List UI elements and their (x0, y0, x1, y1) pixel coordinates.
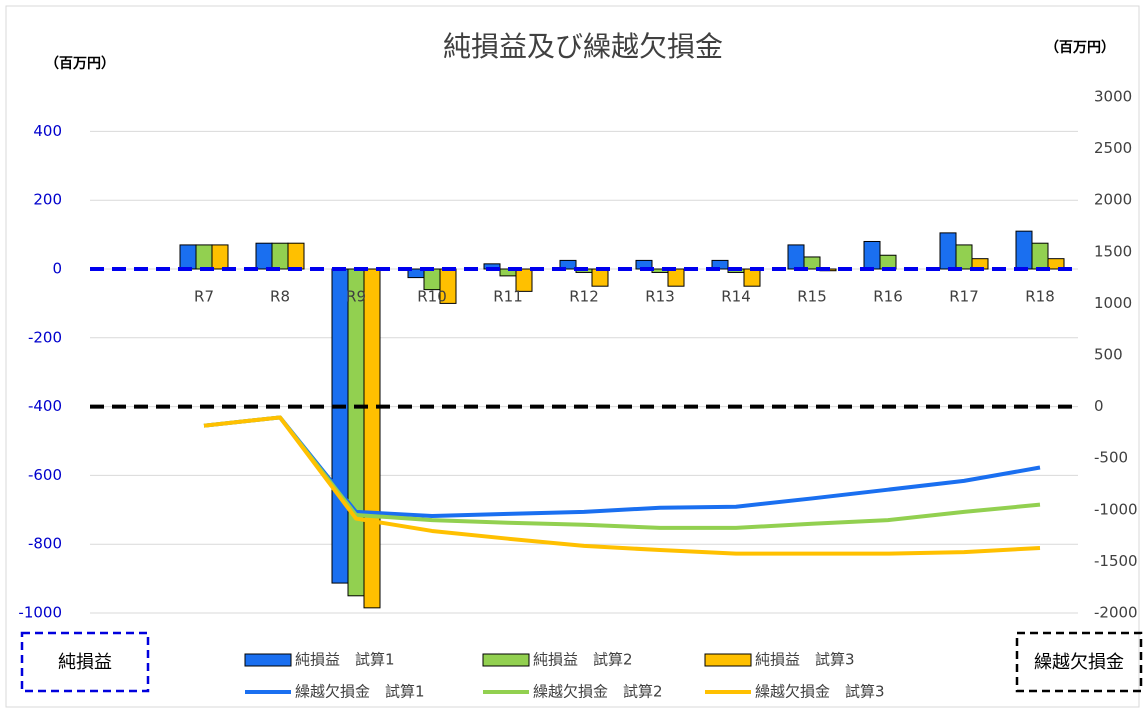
y-tick-label: 400 (33, 122, 62, 140)
x-tick-label: R10 (417, 288, 447, 306)
x-tick-label: R18 (1025, 288, 1055, 306)
left-box-label: 純損益 (58, 652, 112, 673)
y-tick-label: 0 (52, 260, 62, 278)
bar (939, 232, 957, 270)
x-tick-label: R12 (569, 288, 599, 306)
y2-tick-label: 3000 (1094, 88, 1132, 106)
bar (667, 268, 685, 287)
bar (515, 268, 533, 292)
legend-label: 繰越欠損金 試算2 (533, 683, 663, 701)
x-tick-label: R11 (493, 288, 523, 306)
chart-title: 純損益及び繰越欠損金 (443, 30, 723, 63)
bar (787, 244, 805, 270)
legend-swatch (244, 653, 292, 667)
y2-tick-label: 0 (1094, 397, 1104, 415)
bar (879, 254, 897, 270)
legend-label: 繰越欠損金 試算3 (755, 683, 885, 701)
y-tick-label: 200 (33, 191, 62, 209)
y2-tick-label: 500 (1094, 346, 1123, 364)
bar (743, 268, 761, 287)
legend-label: 繰越欠損金 試算1 (295, 683, 425, 701)
bar (195, 244, 213, 270)
x-tick-label: R9 (346, 288, 366, 306)
bar (863, 240, 881, 270)
y2-tick-label: 2000 (1094, 191, 1132, 209)
y2-tick-label: -500 (1094, 449, 1128, 467)
y2-tick-label: 1500 (1094, 242, 1132, 260)
bar (179, 244, 197, 270)
bar (1047, 258, 1065, 270)
y2-tick-label: 2500 (1094, 139, 1132, 157)
x-tick-label: R16 (873, 288, 903, 306)
y2-tick-label: -2000 (1094, 604, 1138, 622)
y-tick-label: -1000 (18, 604, 62, 622)
y-tick-label: -200 (28, 328, 62, 346)
legend-label: 純損益 試算1 (295, 651, 395, 669)
y2-tick-label: 1000 (1094, 294, 1132, 312)
x-tick-label: R17 (949, 288, 979, 306)
x-tick-label: R13 (645, 288, 675, 306)
bar (331, 268, 349, 584)
chart-border (5, 5, 1140, 708)
x-tick-label: R8 (270, 288, 290, 306)
legend-swatch (704, 653, 752, 667)
legend-label: 純損益 試算3 (755, 651, 855, 669)
line (203, 415, 1041, 556)
bar (955, 244, 973, 270)
bar (255, 242, 273, 270)
x-tick-label: R7 (194, 288, 214, 306)
bar (287, 242, 305, 270)
y2-tick-label: -1000 (1094, 500, 1138, 518)
bar (363, 268, 381, 609)
x-tick-label: R15 (797, 288, 827, 306)
bar (559, 259, 577, 270)
right-box-label: 繰越欠損金 (1034, 652, 1124, 673)
legend-swatch (482, 653, 530, 667)
y2-tick-label: -1500 (1094, 552, 1138, 570)
y-tick-label: -800 (28, 535, 62, 553)
y-tick-label: -400 (28, 397, 62, 415)
legend-label: 純損益 試算2 (533, 651, 633, 669)
bar (1015, 230, 1033, 270)
x-tick-label: R14 (721, 288, 751, 306)
bar (1031, 242, 1049, 270)
left-box (20, 631, 150, 693)
y-tick-label: -600 (28, 466, 62, 484)
bar (591, 268, 609, 287)
y2-unit: （百万円） (1045, 40, 1115, 56)
y-unit: （百万円） (45, 56, 115, 72)
bar (211, 244, 229, 270)
bar (271, 242, 289, 270)
bar (347, 268, 365, 597)
bar (803, 256, 821, 270)
